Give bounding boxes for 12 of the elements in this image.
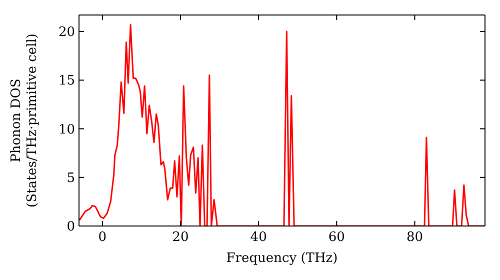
y-tick-label: 0	[66, 220, 75, 234]
x-axis-title: Frequency (THz)	[226, 251, 338, 266]
y-tick-label: 15	[58, 74, 75, 89]
y-axis-title: Phonon DOS (States/THz·primitive cell)	[9, 33, 40, 208]
x-tick-label: 80	[406, 230, 424, 245]
x-tick-label: 40	[250, 230, 267, 245]
x-tick-label: 20	[172, 230, 189, 245]
y-tick-label: 5	[66, 170, 75, 186]
y-tick-label: 20	[58, 25, 75, 40]
x-tick-label: 0	[98, 230, 107, 245]
y-tick-label: 10	[58, 122, 75, 138]
x-tick-label: 60	[328, 230, 345, 245]
